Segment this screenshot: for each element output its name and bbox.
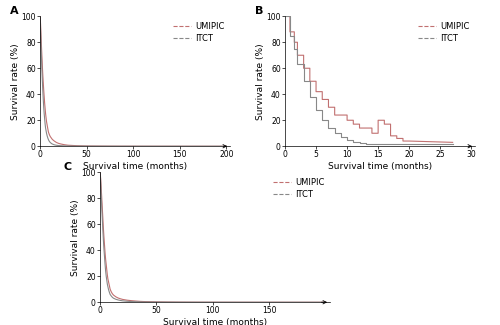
- Y-axis label: Survival rate (%): Survival rate (%): [71, 199, 80, 276]
- Y-axis label: Survival rate (%): Survival rate (%): [256, 43, 265, 120]
- Y-axis label: Survival rate (%): Survival rate (%): [11, 43, 20, 120]
- X-axis label: Survival time (months): Survival time (months): [328, 162, 432, 171]
- Legend: UMIPIC, ITCT: UMIPIC, ITCT: [416, 20, 471, 44]
- X-axis label: Survival time (months): Survival time (months): [163, 318, 267, 325]
- Text: A: A: [10, 6, 18, 16]
- Legend: UMIPIC, ITCT: UMIPIC, ITCT: [172, 20, 226, 44]
- X-axis label: Survival time (months): Survival time (months): [83, 162, 187, 171]
- Text: C: C: [63, 162, 72, 172]
- Legend: UMIPIC, ITCT: UMIPIC, ITCT: [272, 176, 326, 200]
- Text: B: B: [254, 6, 263, 16]
